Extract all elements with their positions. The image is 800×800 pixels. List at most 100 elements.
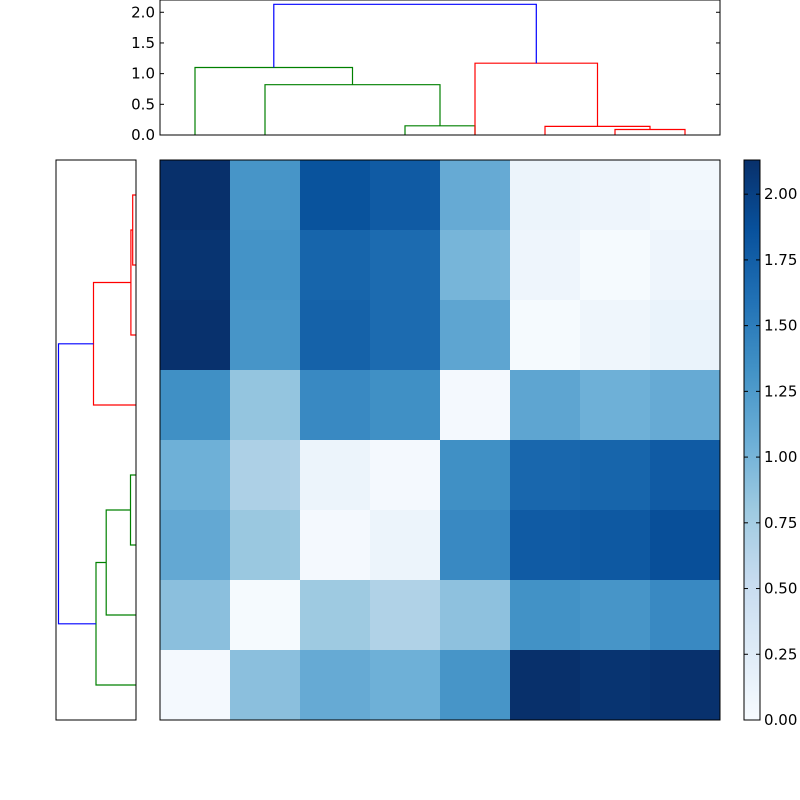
- heatmap-cell-r1-c7: [650, 230, 721, 301]
- top-dendrogram-link-6: [273, 3, 537, 68]
- heatmap-cell-r6-c2: [300, 580, 371, 651]
- heatmap-cell-r5-c1: [230, 510, 301, 581]
- heatmap-cell-r3-c1: [230, 370, 301, 441]
- heatmap-cell-r4-c1: [230, 440, 301, 511]
- heatmap-cell-r4-c5: [510, 440, 581, 511]
- top-ytick-label: 2.0: [131, 3, 155, 21]
- heatmap-cell-r3-c3: [370, 370, 441, 441]
- heatmap-cell-r4-c4: [440, 440, 511, 511]
- top-dendrogram-link-5: [474, 62, 599, 135]
- top-dendrogram-link-4: [544, 125, 651, 135]
- heatmap-cell-r3-c0: [160, 370, 231, 441]
- colorbar-tick-label: 1.00: [764, 448, 797, 466]
- heatmap-cell-r2-c7: [650, 300, 721, 371]
- top-dendrogram-link-0: [404, 125, 476, 135]
- top-dendrogram: 0.0 0.5 1.0 1.5 2.0: [131, 0, 721, 144]
- heatmap-cell-r6-c3: [370, 580, 441, 651]
- heatmap-cell-r4-c3: [370, 440, 441, 511]
- heatmap-cell-r1-c6: [580, 230, 651, 301]
- top-dendrogram-link-3: [614, 128, 686, 135]
- heatmap-cell-r7-c6: [580, 650, 651, 721]
- heatmap-cell-r5-c2: [300, 510, 371, 581]
- heatmap-cell-r4-c6: [580, 440, 651, 511]
- left-dendrogram-link-1: [130, 229, 136, 336]
- heatmap-cell-r7-c5: [510, 650, 581, 721]
- left-dendrogram-link-2: [92, 281, 136, 406]
- top-dendrogram-link-1: [264, 84, 441, 135]
- heatmap-cell-r0-c7: [650, 160, 721, 231]
- colorbar-tick-label: 0.50: [764, 580, 797, 598]
- heatmap-cell-r0-c2: [300, 160, 371, 231]
- heatmap: [159, 159, 721, 721]
- left-dendrogram-frame: [55, 159, 137, 721]
- heatmap-cell-r0-c5: [510, 160, 581, 231]
- colorbar-tick-label: 1.25: [764, 382, 797, 400]
- colorbar-tick-label: 2.00: [764, 185, 797, 203]
- heatmap-cell-r6-c5: [510, 580, 581, 651]
- heatmap-cell-r2-c6: [580, 300, 651, 371]
- heatmap-cell-r2-c5: [510, 300, 581, 371]
- heatmap-frame: [159, 159, 721, 721]
- colorbar-tick-label: 1.50: [764, 317, 797, 335]
- heatmap-cell-r0-c6: [580, 160, 651, 231]
- heatmap-cell-r1-c5: [510, 230, 581, 301]
- top-ytick-label: 1.5: [131, 34, 155, 52]
- top-ytick-label: 0.5: [131, 95, 155, 113]
- heatmap-cell-r7-c3: [370, 650, 441, 721]
- heatmap-cell-r1-c0: [160, 230, 231, 301]
- heatmap-cell-r5-c6: [580, 510, 651, 581]
- heatmap-cell-r2-c3: [370, 300, 441, 371]
- colorbar-gradient: [744, 160, 760, 720]
- heatmap-cell-r3-c2: [300, 370, 371, 441]
- heatmap-cell-r4-c2: [300, 440, 371, 511]
- left-dendrogram-link-3: [129, 474, 136, 546]
- heatmap-cell-r6-c7: [650, 580, 721, 651]
- heatmap-cell-r4-c7: [650, 440, 721, 511]
- top-ytick-label: 0.0: [131, 126, 155, 144]
- heatmap-cell-r1-c4: [440, 230, 511, 301]
- heatmap-cell-r3-c5: [510, 370, 581, 441]
- top-dendrogram-frame: [159, 0, 721, 136]
- heatmap-cell-r5-c4: [440, 510, 511, 581]
- heatmap-cell-r2-c2: [300, 300, 371, 371]
- colorbar: 0.00 0.25 0.50 0.75 1.00 1.25 1.50 1.75 2.00: [743, 159, 797, 729]
- heatmap-cell-r0-c3: [370, 160, 441, 231]
- heatmap-cell-r7-c2: [300, 650, 371, 721]
- heatmap-cell-r1-c2: [300, 230, 371, 301]
- heatmap-cell-r6-c4: [440, 580, 511, 651]
- heatmap-cell-r5-c0: [160, 510, 231, 581]
- colorbar-tick-label: 0.75: [764, 514, 797, 532]
- heatmap-cell-r6-c0: [160, 580, 231, 651]
- heatmap-cell-r5-c3: [370, 510, 441, 581]
- heatmap-cell-r0-c1: [230, 160, 301, 231]
- top-dendrogram-link-2: [194, 66, 354, 135]
- heatmap-cell-r1-c1: [230, 230, 301, 301]
- left-dendrogram-link-6: [57, 343, 96, 625]
- heatmap-cell-r4-c0: [160, 440, 231, 511]
- heatmap-cell-r3-c7: [650, 370, 721, 441]
- heatmap-cell-r6-c1: [230, 580, 301, 651]
- heatmap-cell-r3-c6: [580, 370, 651, 441]
- heatmap-cell-r2-c4: [440, 300, 511, 371]
- heatmap-cell-r5-c5: [510, 510, 581, 581]
- left-dendrogram-link-4: [105, 509, 136, 616]
- heatmap-cell-r7-c4: [440, 650, 511, 721]
- colorbar-tick-label: 1.75: [764, 251, 797, 269]
- heatmap-cell-r0-c0: [160, 160, 231, 231]
- left-dendrogram: [55, 159, 137, 721]
- heatmap-cell-r7-c7: [650, 650, 721, 721]
- heatmap-cell-r3-c4: [440, 370, 511, 441]
- heatmap-cell-r1-c3: [370, 230, 441, 301]
- heatmap-cell-r6-c6: [580, 580, 651, 651]
- heatmap-cell-r5-c7: [650, 510, 721, 581]
- heatmap-cell-r0-c4: [440, 160, 511, 231]
- colorbar-tick-label: 0.00: [764, 711, 797, 729]
- heatmap-cell-r2-c0: [160, 300, 231, 371]
- heatmap-cell-r7-c0: [160, 650, 231, 721]
- colorbar-tick-label: 0.25: [764, 645, 797, 663]
- left-dendrogram-link-5: [95, 561, 136, 686]
- colorbar-frame: [743, 159, 761, 721]
- heatmap-cell-r2-c1: [230, 300, 301, 371]
- top-ytick-label: 1.0: [131, 65, 155, 83]
